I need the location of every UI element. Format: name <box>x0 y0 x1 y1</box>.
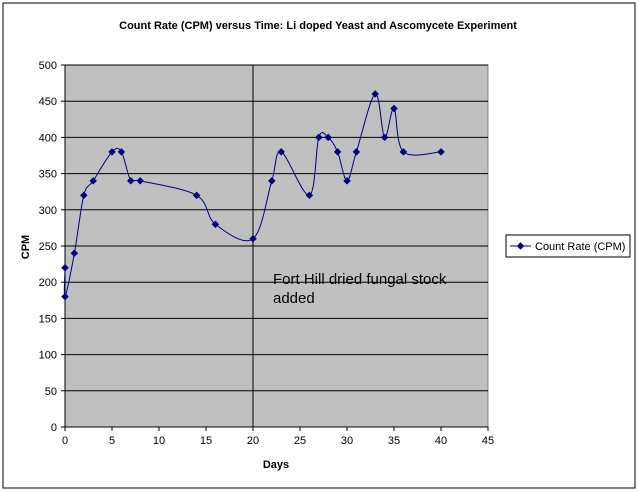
data-point-4 <box>89 176 98 185</box>
data-point-6 <box>117 148 126 156</box>
data-point-22 <box>390 104 398 113</box>
y-tick-label-200: 200 <box>39 277 57 289</box>
data-point-1 <box>61 292 69 301</box>
data-point-14 <box>305 191 314 200</box>
y-tick-label-100: 100 <box>39 350 57 362</box>
y-tick-label-300: 300 <box>39 205 57 217</box>
x-tick-label-40: 40 <box>435 435 447 447</box>
data-point-18 <box>343 176 351 185</box>
data-point-2 <box>70 249 79 258</box>
y-tick-label-450: 450 <box>39 96 57 108</box>
data-point-12 <box>267 176 276 185</box>
x-tick-label-45: 45 <box>482 435 494 447</box>
data-point-23 <box>399 148 408 156</box>
y-tick-label-500: 500 <box>39 60 57 72</box>
data-markers <box>61 90 445 301</box>
y-tick-label-350: 350 <box>39 169 57 181</box>
data-point-20 <box>371 90 380 98</box>
data-point-9 <box>192 191 201 200</box>
y-tick-label-400: 400 <box>39 132 57 144</box>
data-point-11 <box>249 234 257 243</box>
y-tick-label-50: 50 <box>45 386 57 398</box>
x-tick-label-30: 30 <box>341 435 353 447</box>
legend-swatch-marker <box>516 242 525 250</box>
data-point-17 <box>333 148 342 156</box>
data-point-10 <box>211 220 220 229</box>
legend: Count Rate (CPM) <box>505 234 631 258</box>
x-tick-label-15: 15 <box>200 435 212 447</box>
x-tick-label-0: 0 <box>62 435 68 447</box>
data-point-0 <box>61 263 69 272</box>
legend-label: Count Rate (CPM) <box>535 241 625 253</box>
y-tick-labels: 0 50 100 150 200 250 300 350 400 450 500 <box>39 60 57 434</box>
y-tick-label-250: 250 <box>39 241 57 253</box>
data-point-16 <box>324 133 333 142</box>
axes <box>61 64 489 431</box>
data-point-15 <box>314 133 323 142</box>
data-point-19 <box>352 148 361 156</box>
y-axis-title: CPM <box>20 235 32 259</box>
x-tick-label-10: 10 <box>153 435 165 447</box>
data-point-21 <box>380 133 389 142</box>
x-tick-label-35: 35 <box>388 435 400 447</box>
x-axis-title: Days <box>263 459 289 471</box>
x-tick-label-25: 25 <box>294 435 306 447</box>
data-point-5 <box>108 148 116 156</box>
data-point-13 <box>277 148 286 156</box>
chart-title: Count Rate (CPM) versus Time: Li doped Y… <box>119 20 517 32</box>
y-tick-label-0: 0 <box>51 422 57 434</box>
x-tick-label-5: 5 <box>109 435 115 447</box>
x-tick-labels: 0 5 10 15 20 25 30 35 40 45 <box>62 435 494 447</box>
legend-box <box>505 234 631 258</box>
data-point-7 <box>126 176 135 185</box>
annotation-line-2: added <box>273 290 315 307</box>
data-point-8 <box>136 176 145 185</box>
data-point-3 <box>79 191 88 200</box>
data-point-24 <box>437 148 445 156</box>
gridlines <box>65 64 488 392</box>
x-tick-label-20: 20 <box>247 435 259 447</box>
y-tick-label-150: 150 <box>39 313 57 325</box>
annotation-line-1: Fort Hill dried fungal stock <box>273 271 447 288</box>
